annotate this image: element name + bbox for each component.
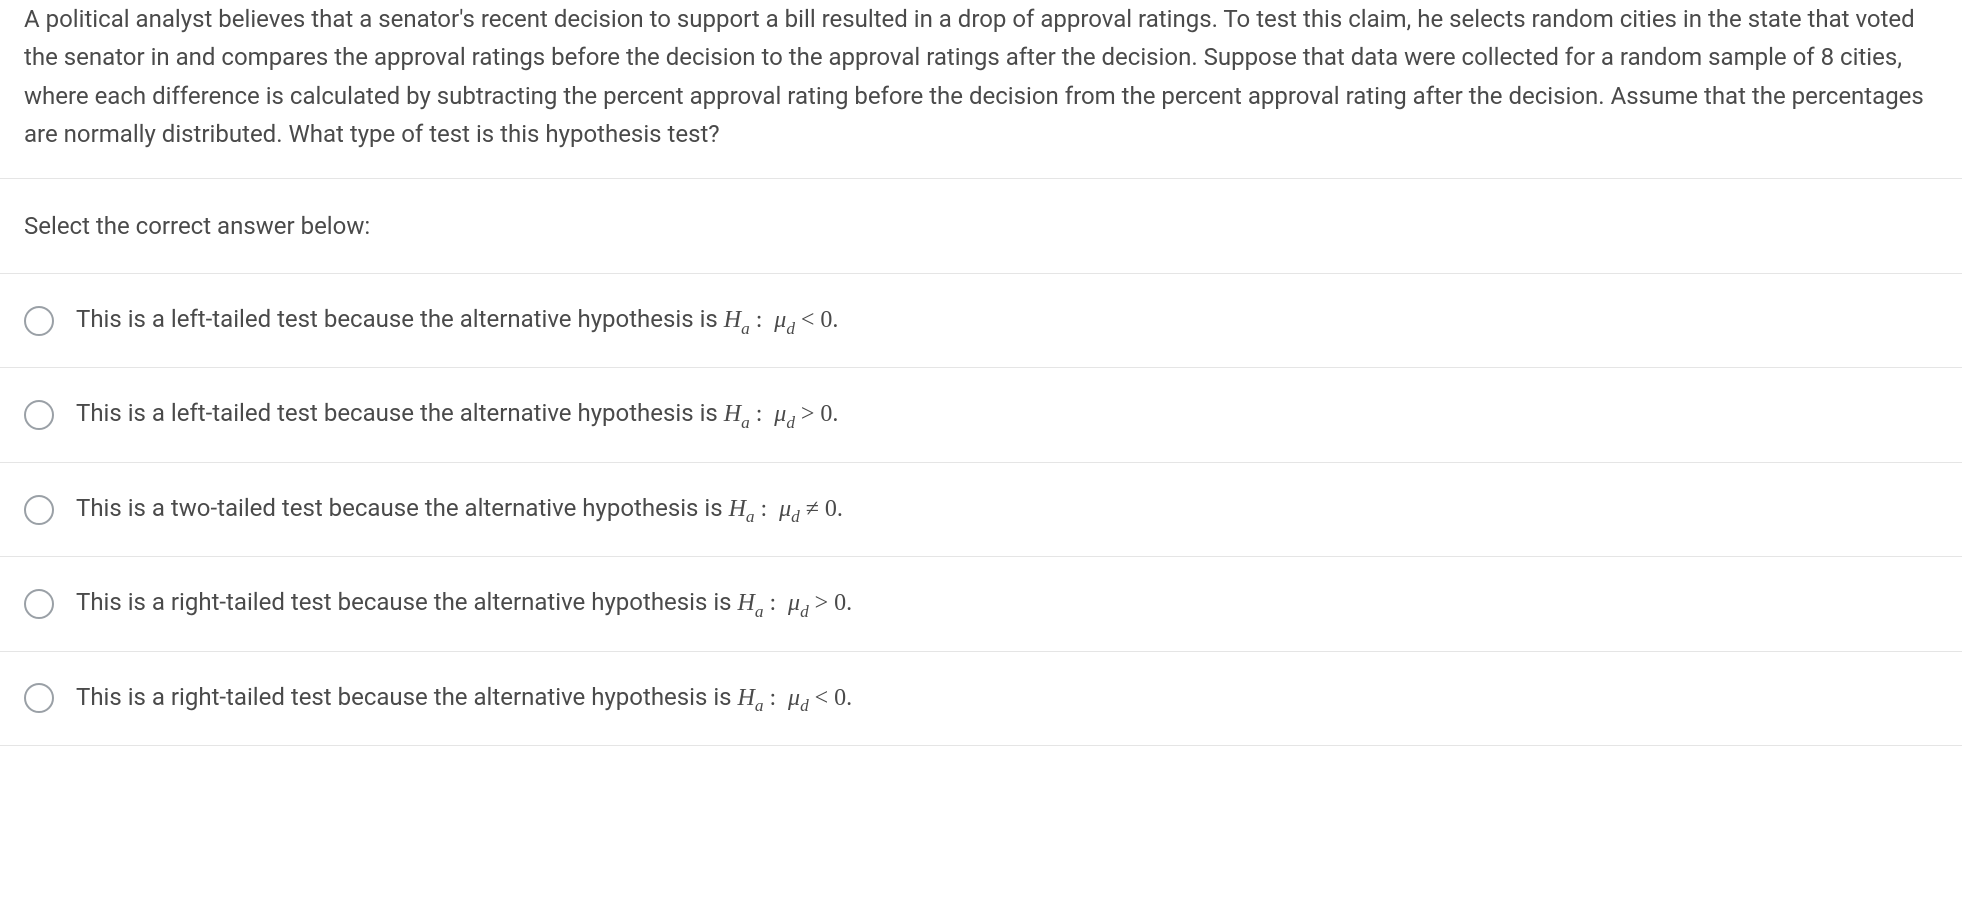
mu: μ bbox=[774, 401, 786, 427]
relation: > bbox=[815, 590, 829, 616]
relation: ≠ bbox=[806, 496, 819, 522]
relation: < bbox=[815, 685, 829, 711]
radio-icon[interactable] bbox=[24, 400, 54, 430]
hyp-sub: a bbox=[741, 319, 750, 338]
option-prefix: This is a left-tailed test because the a… bbox=[76, 399, 724, 427]
hyp-var: H bbox=[729, 496, 746, 522]
option-text: This is a two-tailed test because the al… bbox=[76, 489, 843, 530]
mu-sub: d bbox=[786, 319, 795, 338]
option-prefix: This is a right-tailed test because the … bbox=[76, 588, 738, 616]
hyp-sub: a bbox=[755, 602, 764, 621]
radio-icon[interactable] bbox=[24, 683, 54, 713]
option-text: This is a right-tailed test because the … bbox=[76, 583, 852, 624]
rhs: 0. bbox=[825, 496, 843, 522]
instruction-block: Select the correct answer below: bbox=[0, 179, 1962, 274]
question-text: A political analyst believes that a sena… bbox=[24, 0, 1938, 154]
hyp-sub: a bbox=[746, 507, 755, 526]
option-row[interactable]: This is a right-tailed test because the … bbox=[0, 557, 1962, 651]
option-text: This is a right-tailed test because the … bbox=[76, 678, 852, 719]
instruction-text: Select the correct answer below: bbox=[24, 207, 1938, 245]
rhs: 0. bbox=[834, 590, 852, 616]
colon: : bbox=[761, 496, 768, 522]
mu-sub: d bbox=[800, 696, 809, 715]
hyp-var: H bbox=[724, 401, 741, 427]
mu: μ bbox=[779, 496, 791, 522]
radio-icon[interactable] bbox=[24, 495, 54, 525]
hyp-var: H bbox=[738, 590, 755, 616]
mu-sub: d bbox=[800, 602, 809, 621]
option-row[interactable]: This is a left-tailed test because the a… bbox=[0, 368, 1962, 462]
hyp-sub: a bbox=[741, 413, 750, 432]
relation: > bbox=[801, 401, 815, 427]
radio-icon[interactable] bbox=[24, 306, 54, 336]
option-row[interactable]: This is a right-tailed test because the … bbox=[0, 652, 1962, 746]
mu: μ bbox=[788, 685, 800, 711]
hyp-var: H bbox=[738, 685, 755, 711]
mu-sub: d bbox=[786, 413, 795, 432]
rhs: 0. bbox=[820, 401, 838, 427]
colon: : bbox=[756, 401, 763, 427]
colon: : bbox=[769, 685, 776, 711]
mu: μ bbox=[788, 590, 800, 616]
option-row[interactable]: This is a left-tailed test because the a… bbox=[0, 274, 1962, 368]
option-text: This is a left-tailed test because the a… bbox=[76, 394, 838, 435]
option-prefix: This is a left-tailed test because the a… bbox=[76, 305, 724, 333]
option-row[interactable]: This is a two-tailed test because the al… bbox=[0, 463, 1962, 557]
colon: : bbox=[756, 307, 763, 333]
radio-icon[interactable] bbox=[24, 589, 54, 619]
colon: : bbox=[769, 590, 776, 616]
mu-sub: d bbox=[791, 507, 800, 526]
question-block: A political analyst believes that a sena… bbox=[0, 0, 1962, 179]
option-text: This is a left-tailed test because the a… bbox=[76, 300, 838, 341]
relation: < bbox=[801, 307, 815, 333]
mu: μ bbox=[774, 307, 786, 333]
option-prefix: This is a two-tailed test because the al… bbox=[76, 494, 729, 522]
quiz-container: A political analyst believes that a sena… bbox=[0, 0, 1962, 914]
option-prefix: This is a right-tailed test because the … bbox=[76, 683, 738, 711]
hyp-var: H bbox=[724, 307, 741, 333]
rhs: 0. bbox=[834, 685, 852, 711]
hyp-sub: a bbox=[755, 696, 764, 715]
rhs: 0. bbox=[820, 307, 838, 333]
